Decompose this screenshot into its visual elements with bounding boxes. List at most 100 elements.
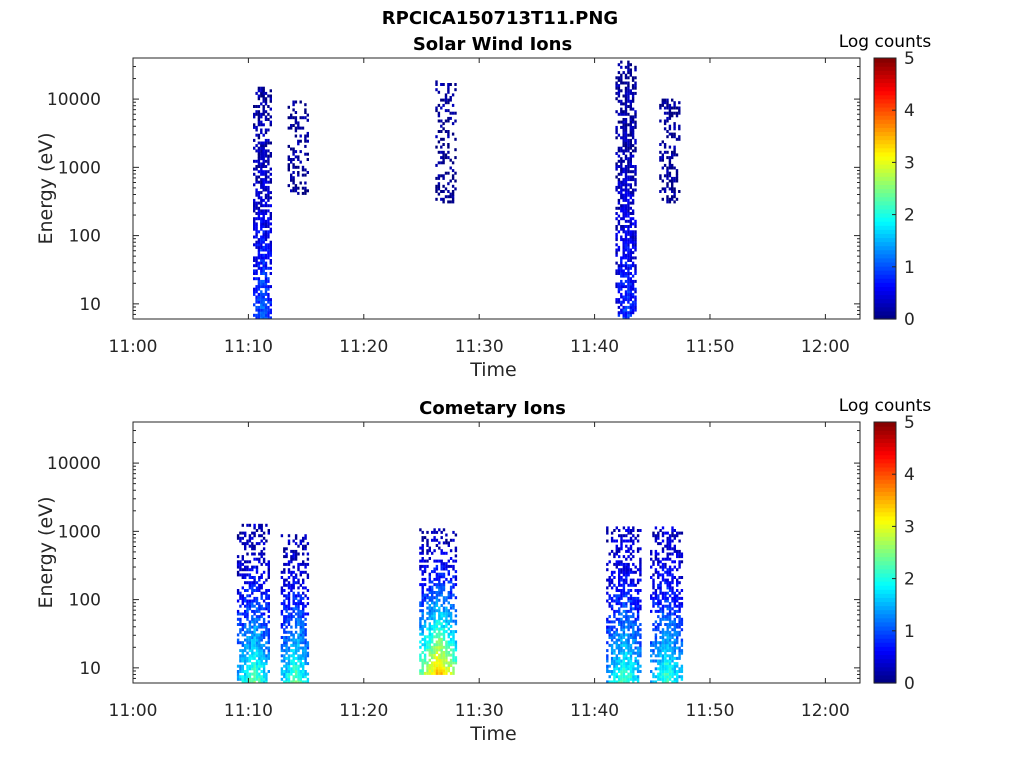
heatmap-cell <box>629 183 632 187</box>
heatmap-cell <box>661 596 665 600</box>
heatmap-cell <box>302 547 305 551</box>
heatmap-cell <box>239 594 242 598</box>
heatmap-cell <box>661 670 665 673</box>
heatmap-cell <box>421 643 424 647</box>
heatmap-cell <box>654 552 658 556</box>
heatmap-cell <box>454 609 458 613</box>
heatmap-cell <box>264 149 268 153</box>
heatmap-cell <box>264 279 268 283</box>
heatmap-cell <box>435 544 439 547</box>
heatmap-cell <box>620 651 623 655</box>
heatmap-cell <box>435 596 439 600</box>
heatmap-cell <box>663 111 667 115</box>
heatmap-cell <box>246 664 249 668</box>
heatmap-cell <box>617 198 621 202</box>
heatmap-cell <box>629 120 632 124</box>
heatmap-cell <box>262 188 265 192</box>
heatmap-cell <box>264 243 268 247</box>
heatmap-cell <box>304 562 307 566</box>
heatmap-cell <box>678 654 681 658</box>
heatmap-cell <box>634 617 637 621</box>
heatmap-cell <box>631 222 635 226</box>
heatmap-cell <box>615 206 618 210</box>
heatmap-cell <box>257 253 261 257</box>
heatmap-cell <box>287 659 291 663</box>
heatmap-cell <box>634 570 637 574</box>
heatmap-cell <box>280 654 284 658</box>
heatmap-cell <box>615 185 618 189</box>
heatmap-cell <box>634 583 637 587</box>
heatmap-cell <box>661 675 665 679</box>
heatmap-cell <box>613 651 616 655</box>
heatmap-cell <box>624 230 628 234</box>
heatmap-cell <box>452 653 455 657</box>
heatmap-cell <box>264 261 268 265</box>
heatmap-cell <box>257 277 261 281</box>
heatmap-cell <box>620 547 623 551</box>
heatmap-cell <box>285 643 288 647</box>
heatmap-cell <box>299 630 302 634</box>
heatmap-cell <box>294 126 298 130</box>
heatmap-cell <box>435 651 439 654</box>
heatmap-cell <box>632 542 635 546</box>
heatmap-cell <box>657 594 660 598</box>
heatmap-cell <box>673 132 676 136</box>
heatmap-cell <box>299 628 302 632</box>
heatmap-cell <box>664 651 667 655</box>
heatmap-cell <box>294 542 298 546</box>
heatmap-cell <box>668 544 672 548</box>
heatmap-cell <box>671 114 674 118</box>
heatmap-cell <box>248 607 252 611</box>
heatmap-cell <box>306 612 310 616</box>
heatmap-cell <box>663 174 667 178</box>
heatmap-cell <box>657 662 660 666</box>
heatmap-cell <box>285 596 288 600</box>
heatmap-cell <box>666 111 669 115</box>
heatmap-cell <box>262 536 266 540</box>
heatmap-cell <box>451 174 455 178</box>
heatmap-cell <box>257 94 261 98</box>
heatmap-cell <box>241 675 244 679</box>
heatmap-cell <box>668 615 672 619</box>
heatmap-cell <box>627 649 630 653</box>
heatmap-cell <box>299 670 302 673</box>
heatmap-cell <box>297 121 300 125</box>
heatmap-cell <box>624 133 628 137</box>
heatmap-cell <box>302 536 305 540</box>
heatmap-cell <box>634 170 637 174</box>
heatmap-cell <box>433 596 436 600</box>
heatmap-cell <box>454 575 458 579</box>
heatmap-cell <box>253 604 256 608</box>
heatmap-cell <box>664 633 667 637</box>
heatmap-cell <box>267 191 270 195</box>
heatmap-cell <box>671 176 674 180</box>
heatmap-cell <box>657 651 660 655</box>
heatmap-cell <box>608 625 611 629</box>
heatmap-cell <box>437 114 441 118</box>
heatmap-cell <box>610 607 614 611</box>
heatmap-cell <box>248 646 252 650</box>
heatmap-cell <box>260 204 263 208</box>
heatmap-cell <box>632 612 635 616</box>
heatmap-cell <box>657 654 660 658</box>
heatmap-cell <box>294 604 298 608</box>
heatmap-cell <box>447 643 450 647</box>
heatmap-cell <box>625 594 628 598</box>
heatmap-cell <box>671 651 674 655</box>
heatmap-cell <box>257 243 261 247</box>
heatmap-cell <box>302 620 305 624</box>
heatmap-cell <box>283 594 286 598</box>
heatmap-cell <box>449 658 453 662</box>
heatmap-cell <box>262 261 265 265</box>
heatmap-cell <box>244 670 247 673</box>
heatmap-cell <box>440 669 443 673</box>
heatmap-cell <box>267 615 270 619</box>
heatmap-cell <box>676 672 679 676</box>
heatmap-cell <box>239 617 242 621</box>
heatmap-cell <box>657 628 660 632</box>
heatmap-cell <box>661 103 664 107</box>
heatmap-cell <box>613 675 616 679</box>
heatmap-cell <box>449 564 453 568</box>
heatmap-cell <box>676 549 679 553</box>
heatmap-cell <box>292 651 295 655</box>
